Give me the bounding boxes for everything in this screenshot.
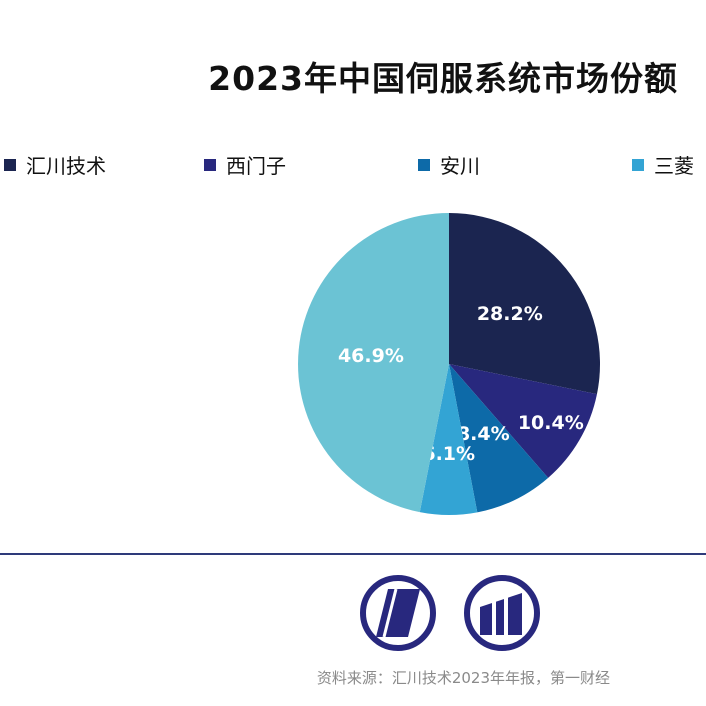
pie-slice bbox=[449, 364, 549, 513]
legend-swatch bbox=[4, 158, 16, 171]
legend-label: 汇川技术 bbox=[26, 154, 106, 178]
legend-label: 西门子 bbox=[226, 154, 286, 178]
slice-data-label: 10.4% bbox=[518, 412, 584, 434]
footer-divider bbox=[0, 553, 706, 555]
pie-slice bbox=[419, 364, 478, 516]
legend-item-huichuan: 汇川技术 bbox=[4, 150, 106, 179]
pie-slice bbox=[449, 212, 601, 395]
slice-data-label: 46.9% bbox=[338, 345, 404, 367]
source-note: 资料来源：汇川技术2023年年报，第一财经 bbox=[316, 669, 610, 687]
parallelogram-logo-icon bbox=[360, 575, 436, 651]
legend-label: 安川 bbox=[440, 154, 480, 178]
legend-swatch bbox=[418, 158, 430, 171]
chart-legend: 汇川技术 西门子 安川 三菱 bbox=[0, 150, 706, 180]
pie-slice bbox=[298, 213, 449, 513]
legend-item-mitsubishi: 三菱 bbox=[632, 150, 694, 179]
slice-data-label: 8.4% bbox=[457, 423, 510, 445]
pie-slice bbox=[449, 364, 597, 478]
columns-logo-icon bbox=[464, 575, 540, 651]
slice-data-label: 28.2% bbox=[477, 303, 543, 325]
chart-title: 2023年中国伺服系统市场份额 bbox=[208, 59, 678, 98]
legend-swatch bbox=[204, 158, 216, 171]
legend-label: 三菱 bbox=[654, 154, 694, 178]
legend-swatch bbox=[632, 158, 644, 171]
legend-item-siemens: 西门子 bbox=[204, 150, 286, 179]
slice-data-label: 6.1% bbox=[422, 443, 475, 465]
legend-item-yaskawa: 安川 bbox=[418, 150, 480, 179]
